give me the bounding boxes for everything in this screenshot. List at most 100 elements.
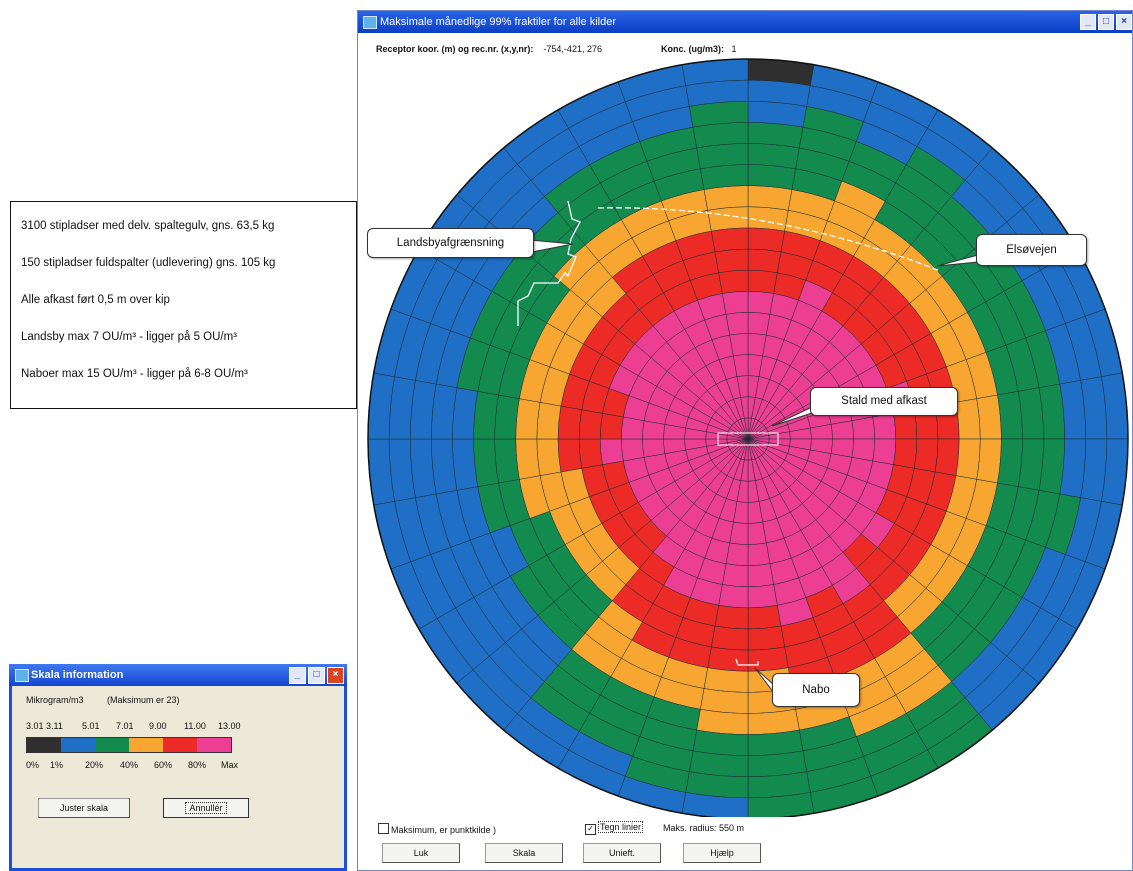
plot-cell <box>997 438 1023 487</box>
plot-cell <box>599 413 624 440</box>
plot-cell <box>997 391 1023 440</box>
neighbour-marker <box>735 658 759 666</box>
plot-cell <box>700 164 749 190</box>
plot-cell <box>494 438 520 484</box>
plot-cell <box>872 413 897 440</box>
receptor-value: -754,-421, 276 <box>543 44 602 54</box>
plot-cell <box>711 625 749 651</box>
unieft-button[interactable]: Unieft. <box>583 843 661 863</box>
plot-cell <box>714 248 749 273</box>
plot-cell <box>718 584 749 609</box>
callout-elsovejen: Elsøvejen <box>976 234 1087 266</box>
plot-cell <box>722 290 749 315</box>
skala-button[interactable]: Skala <box>485 843 563 863</box>
plot-cell <box>722 563 749 588</box>
konc-readout: Konc. (ug/m3): 1 <box>661 44 737 54</box>
maks-checkbox[interactable] <box>378 823 389 834</box>
plot-cell <box>747 227 785 253</box>
scale-max-note: (Maksimum er 23) <box>107 695 180 705</box>
receptor-label: Receptor koor. (m) og rec.nr. (x,y,nr): <box>376 44 534 54</box>
plot-cell <box>515 398 541 440</box>
scale-percent: 1% <box>50 760 64 770</box>
maks-option[interactable]: Maksimum, er punktkilde ) <box>378 823 496 835</box>
info-line: 150 stipladser fuldspalter (udlevering) … <box>21 257 276 269</box>
tegn-linier-checkbox[interactable]: ✓ <box>585 824 596 835</box>
plot-cell <box>893 438 918 469</box>
plot-cell <box>851 416 875 440</box>
scale-segment <box>129 738 163 752</box>
concentration-polar-plot[interactable] <box>358 11 1133 817</box>
plot-cell <box>976 438 1002 484</box>
plot-cell <box>515 438 541 480</box>
plot-cell <box>536 402 562 440</box>
plot-cell <box>955 438 981 480</box>
tegn-linier-option[interactable]: ✓ Tegn linier <box>585 821 644 835</box>
info-box: 3100 stipladser med delv. spaltegulv, gn… <box>10 201 357 409</box>
info-line: Landsby max 7 OU/m³ - ligger på 5 OU/m³ <box>21 331 238 343</box>
scale-threshold: 13.00 <box>218 721 241 731</box>
annuller-label: Annullér <box>185 802 227 814</box>
scale-threshold: 7.01 <box>116 721 134 731</box>
scale-threshold: 3.01 <box>26 721 44 731</box>
scale-color-bar <box>26 737 232 753</box>
maximize-icon[interactable]: □ <box>1098 14 1114 30</box>
village-boundary <box>517 200 581 326</box>
scale-title-bar[interactable]: Skala information _ □ × <box>9 664 347 686</box>
plot-cell <box>621 438 645 462</box>
close-icon[interactable]: × <box>1116 14 1132 30</box>
main-window-title: Maksimale månedlige 99% fraktiler for al… <box>380 16 616 28</box>
scale-threshold: 5.01 <box>82 721 100 731</box>
scale-percent: 60% <box>154 760 173 770</box>
scale-unit: Mikrogram/m3 <box>26 695 84 705</box>
juster-skala-button[interactable]: Juster skala <box>38 798 130 818</box>
road-line <box>597 207 941 272</box>
plot-cell <box>955 398 981 440</box>
minimize-icon[interactable]: _ <box>1080 14 1096 30</box>
plot-cell <box>747 290 774 315</box>
info-line: Alle afkast ført 0,5 m over kip <box>21 294 170 306</box>
plot-cell <box>703 667 749 693</box>
app-icon <box>15 669 29 682</box>
plot-cell <box>711 227 749 253</box>
max-radius-label: Maks. radius: 550 m <box>663 823 745 833</box>
plot-cell <box>747 542 771 566</box>
plot-cell <box>725 312 749 336</box>
konc-value: 1 <box>731 44 737 54</box>
plot-cell <box>872 438 897 465</box>
plot-cell <box>747 164 796 190</box>
plot-cell <box>703 185 749 211</box>
plot-cell <box>557 438 582 473</box>
plot-outline <box>367 58 1129 817</box>
main-window: Maksimale månedlige 99% fraktiler for al… <box>357 10 1133 871</box>
maximize-icon[interactable]: □ <box>308 667 325 684</box>
plot-cell <box>557 405 582 440</box>
source-marker <box>717 432 779 446</box>
hjaelp-button[interactable]: Hjælp <box>683 843 761 863</box>
info-line: 3100 stipladser med delv. spaltegulv, gn… <box>21 220 275 232</box>
plot-cell <box>700 688 749 714</box>
plot-cell <box>747 563 774 588</box>
plot-cell <box>578 409 603 440</box>
main-title-bar[interactable]: Maksimale månedlige 99% fraktiler for al… <box>358 11 1132 33</box>
app-icon <box>363 16 377 29</box>
close-icon[interactable]: × <box>327 667 344 684</box>
plot-cell <box>473 438 499 487</box>
luk-button[interactable]: Luk <box>382 843 460 863</box>
plot-cell <box>914 438 939 473</box>
scale-percent: 80% <box>188 760 207 770</box>
plot-cell <box>747 269 778 294</box>
plot-cell <box>494 394 520 440</box>
annuller-button[interactable]: Annullér <box>163 798 249 818</box>
scale-threshold: 3.11 <box>46 721 63 731</box>
plot-cell <box>473 391 499 440</box>
minimize-icon[interactable]: _ <box>289 667 306 684</box>
callout-nabo: Nabo <box>772 673 860 707</box>
bottom-toolbar: Maksimum, er punktkilde ) ✓ Tegn linier M… <box>358 817 1132 871</box>
info-line: Naboer max 15 OU/m³ - ligger på 6-8 OU/m… <box>21 368 248 380</box>
scale-segment <box>163 738 197 752</box>
scale-threshold: 9.00 <box>149 721 167 731</box>
tegn-linier-label: Tegn linier <box>598 821 644 833</box>
plot-cell <box>599 438 624 465</box>
plot-cell <box>718 269 749 294</box>
scale-percent: Max <box>221 760 239 770</box>
